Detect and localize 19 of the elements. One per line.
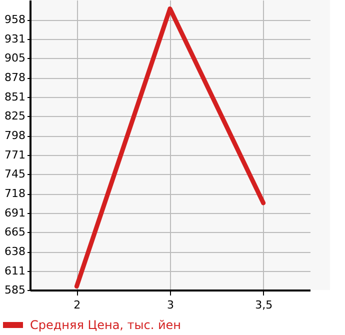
y-tick-label: 691 [4, 206, 26, 220]
y-tick-label: 638 [4, 245, 26, 258]
y-tick-label: 665 [4, 226, 26, 238]
y-tick-label: 585 [4, 284, 26, 296]
x-tick-label: 3 [167, 298, 174, 312]
y-tick-label: 718 [4, 187, 26, 200]
y-tick-label: 611 [4, 264, 26, 278]
x-tick-label: 2 [74, 298, 81, 312]
y-tick-label: 905 [4, 52, 26, 64]
y-tick-label: 825 [4, 110, 26, 122]
y-tick-label: 878 [4, 71, 26, 84]
y-tick-label: 931 [4, 32, 26, 46]
x-tick-label: 3,5 [255, 298, 273, 312]
legend-label: Средняя Цена, тыс. йен [30, 318, 182, 332]
y-tick-label: 851 [4, 90, 26, 104]
y-tick-label: 958 [4, 13, 26, 26]
y-tick-label: 745 [4, 168, 26, 180]
y-tick-label: 771 [4, 148, 26, 162]
y-tick-label: 798 [4, 129, 26, 142]
